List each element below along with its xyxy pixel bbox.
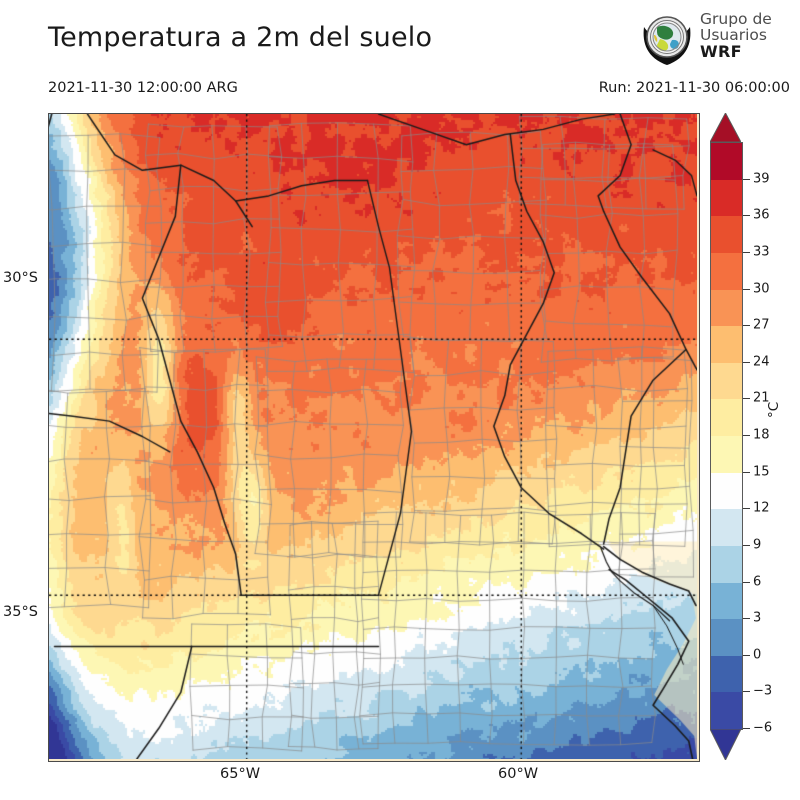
colorbar-tick [743, 618, 750, 620]
colorbar-tick [743, 251, 750, 253]
colorbar-tick [743, 288, 750, 290]
colorbar-segment [711, 655, 742, 693]
colorbar-tick [743, 178, 750, 180]
colorbar-tick-label: 33 [753, 244, 770, 260]
colorbar-tick-label: 39 [753, 171, 770, 187]
colorbar-segment [711, 362, 742, 400]
colorbar-tick-label: 3 [753, 610, 762, 626]
colorbar-segment [711, 179, 742, 217]
colorbar-segment [711, 252, 742, 290]
logo-text: Grupo de Usuarios WRF [700, 10, 772, 61]
globe-emblem-icon [643, 16, 691, 65]
colorbar-tick [743, 435, 750, 436]
lat-tick-label-35s: 35°S [3, 604, 38, 620]
colorbar-tick [743, 361, 750, 363]
colorbar-tick-label: 6 [753, 574, 762, 589]
colorbar-tick-label: 18 [753, 427, 770, 443]
colorbar-tick [743, 544, 750, 546]
colorbar-tick-label: 0 [753, 647, 762, 663]
colorbar-tick-label: 30 [753, 281, 770, 296]
colorbar[interactable] [710, 142, 743, 730]
colorbar-segment [711, 619, 742, 656]
colorbar-tick-label: 12 [753, 500, 770, 516]
logo-line-2: Usuarios [700, 25, 767, 44]
colorbar-tick-label: 9 [753, 537, 762, 553]
lon-tick-label-60w: 60°W [498, 766, 539, 782]
lat-tick-label-30s: 30°S [3, 270, 38, 286]
colorbar-tick [743, 691, 750, 693]
colorbar-tick-label: 24 [753, 354, 770, 370]
colorbar-extend-max-arrow [710, 113, 741, 142]
colorbar-tick [743, 325, 750, 327]
colorbar-segment [711, 143, 742, 180]
colorbar-segment [711, 289, 742, 327]
colorbar-segment [711, 692, 742, 729]
logo-line-1: Grupo de [700, 10, 772, 28]
valid-time-label: 2021-11-30 12:00:00 ARG [48, 80, 238, 96]
page-title: Temperatura a 2m del suelo [48, 22, 433, 53]
colorbar-tick-label: 27 [753, 317, 770, 333]
colorbar-tick [743, 654, 750, 656]
colorbar-segment [711, 326, 742, 363]
colorbar-tick-label: 21 [753, 390, 770, 406]
colorbar-segment [711, 582, 742, 620]
colorbar-tick [743, 728, 750, 729]
colorbar-segment [711, 436, 742, 473]
colorbar-tick-label: 36 [753, 207, 770, 223]
colorbar-tick-label: −3 [753, 683, 773, 699]
colorbar-tick-label: 15 [753, 464, 770, 480]
colorbar-tick [743, 471, 750, 473]
logo-line-3: WRF [700, 41, 742, 61]
colorbar-tick [743, 398, 750, 400]
colorbar-segment [711, 472, 742, 510]
model-run-label: Run: 2021-11-30 06:00:00 [598, 80, 790, 96]
lon-tick-label-65w: 65°W [220, 766, 261, 782]
colorbar-tick [743, 508, 750, 510]
colorbar-tick [743, 215, 750, 217]
colorbar-extend-min-arrow [710, 729, 741, 760]
colorbar-segment [711, 545, 742, 583]
colorbar-tick [743, 581, 750, 583]
wrf-user-group-logo: Grupo de Usuarios WRF [638, 10, 796, 71]
temperature-map[interactable] [48, 113, 700, 762]
colorbar-segment [711, 216, 742, 253]
colorbar-segment [711, 399, 742, 436]
temperature-field-canvas [49, 114, 697, 759]
colorbar-segment [711, 509, 742, 546]
colorbar-tick-label: −6 [753, 720, 773, 736]
